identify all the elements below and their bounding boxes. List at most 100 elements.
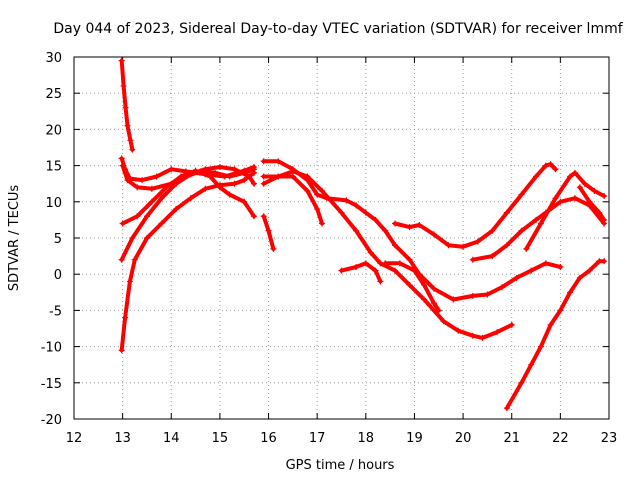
- data-point-marker: [126, 278, 133, 285]
- series-line: [577, 185, 607, 222]
- data-point-marker: [168, 166, 175, 173]
- data-point-marker: [372, 216, 379, 223]
- data-point-marker: [289, 168, 296, 175]
- data-point-marker: [571, 195, 578, 202]
- series-trace-8: [260, 158, 564, 303]
- y-tick-label: -10: [41, 341, 62, 356]
- series-line: [119, 170, 256, 353]
- data-point-marker: [547, 161, 554, 168]
- series-trace-13: [392, 161, 559, 250]
- series-trace-7: [260, 213, 277, 252]
- data-point-marker: [231, 180, 238, 187]
- data-point-marker: [460, 243, 467, 250]
- y-axis-label: SDTVAR / TECUs: [7, 185, 22, 292]
- series-line: [261, 159, 563, 302]
- data-point-marker: [250, 213, 257, 220]
- data-point-marker: [430, 231, 437, 238]
- series-trace-6: [118, 169, 257, 354]
- data-point-marker: [547, 321, 554, 328]
- data-point-marker: [523, 245, 530, 252]
- data-point-marker: [319, 187, 326, 194]
- data-point-marker: [518, 379, 525, 386]
- x-tick-labels: 12 13 14 15 16 17 18 19 20 21 22 23: [66, 431, 618, 446]
- data-point-marker: [601, 216, 608, 223]
- data-point-marker: [416, 221, 423, 228]
- series-line: [119, 58, 135, 152]
- x-tick-label: 19: [406, 431, 423, 446]
- data-point-marker: [118, 347, 125, 354]
- data-point-marker: [226, 173, 233, 180]
- series-line: [504, 259, 607, 411]
- data-point-marker: [494, 329, 501, 336]
- data-point-marker: [158, 195, 165, 202]
- data-point-marker: [469, 256, 476, 263]
- data-point-marker: [542, 260, 549, 267]
- plot-frame: [73, 56, 610, 420]
- data-point-marker: [411, 267, 418, 274]
- x-tick-label: 14: [163, 431, 180, 446]
- data-point-marker: [118, 57, 125, 64]
- chart-title: Day 044 of 2023, Sidereal Day-to-day VTE…: [53, 21, 623, 37]
- data-point-marker: [216, 182, 223, 189]
- data-point-marker: [528, 267, 535, 274]
- data-point-marker: [241, 177, 248, 184]
- data-point-marker: [265, 227, 272, 234]
- series-trace-11: [338, 260, 384, 285]
- data-point-marker: [406, 224, 413, 231]
- data-point-marker: [528, 361, 535, 368]
- data-point-marker: [353, 202, 360, 209]
- data-point-marker: [392, 242, 398, 249]
- data-point-marker: [187, 195, 194, 202]
- data-point-marker: [518, 227, 525, 234]
- y-tick-label: 5: [54, 232, 62, 247]
- data-point-marker: [503, 405, 510, 412]
- data-point-marker: [484, 291, 491, 298]
- x-tick-label: 18: [358, 431, 375, 446]
- data-point-marker: [120, 82, 127, 89]
- data-point-marker: [445, 242, 452, 249]
- data-point-marker: [122, 314, 129, 321]
- data-point-marker: [124, 122, 131, 129]
- y-tick-label: 30: [45, 51, 62, 66]
- data-point-marker: [567, 173, 574, 180]
- data-point-marker: [392, 220, 398, 227]
- data-point-marker: [353, 227, 360, 234]
- x-tick-label: 16: [260, 431, 277, 446]
- data-point-marker: [118, 256, 125, 263]
- series-line: [470, 196, 607, 262]
- data-point-marker: [187, 171, 194, 178]
- data-series: [118, 57, 608, 412]
- data-point-marker: [134, 213, 141, 220]
- data-point-marker: [557, 307, 564, 314]
- data-point-marker: [455, 327, 462, 334]
- data-point-marker: [153, 173, 160, 180]
- data-point-marker: [557, 263, 564, 270]
- data-point-marker: [319, 220, 326, 227]
- data-point-marker: [508, 321, 515, 328]
- data-point-marker: [353, 263, 360, 270]
- data-point-marker: [131, 256, 138, 263]
- data-point-marker: [581, 180, 588, 187]
- data-point-marker: [304, 173, 311, 180]
- data-point-marker: [450, 296, 457, 303]
- data-point-marker: [343, 197, 350, 204]
- y-tick-label: 0: [54, 268, 62, 283]
- data-point-marker: [270, 245, 277, 252]
- data-point-marker: [139, 177, 146, 184]
- series-line: [393, 162, 558, 249]
- data-point-marker: [260, 173, 267, 180]
- data-point-marker: [586, 198, 593, 205]
- data-point-marker: [440, 318, 447, 325]
- y-tick-label: 15: [45, 160, 62, 175]
- data-point-marker: [260, 180, 267, 187]
- data-point-marker: [119, 220, 126, 227]
- y-tick-label: -15: [41, 377, 62, 392]
- x-tick-label: 23: [601, 431, 618, 446]
- data-point-marker: [382, 227, 389, 234]
- series-trace-10: [260, 173, 326, 227]
- data-point-marker: [275, 173, 282, 180]
- data-point-marker: [406, 256, 413, 263]
- series-trace-12: [382, 260, 442, 314]
- data-point-marker: [158, 220, 165, 227]
- x-tick-label: 13: [114, 431, 131, 446]
